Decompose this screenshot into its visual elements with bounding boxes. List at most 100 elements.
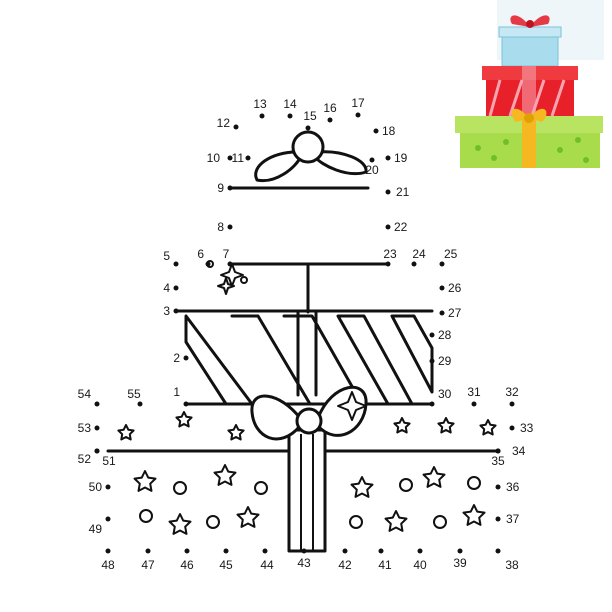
- dot-marker[interactable]: [385, 224, 391, 230]
- dot-marker[interactable]: [385, 155, 391, 161]
- dot-marker[interactable]: [105, 548, 111, 554]
- dot-point-21[interactable]: 21: [385, 185, 410, 199]
- dot-point-14[interactable]: 14: [283, 97, 297, 119]
- dot-point-43[interactable]: 43: [297, 548, 311, 571]
- dot-point-10[interactable]: 10: [207, 151, 233, 165]
- dot-marker[interactable]: [439, 261, 445, 267]
- dot-point-25[interactable]: 25: [439, 247, 458, 267]
- dot-point-31[interactable]: 31: [467, 385, 481, 407]
- dot-point-17[interactable]: 17: [351, 96, 365, 118]
- dot-marker[interactable]: [205, 261, 211, 267]
- dot-point-42[interactable]: 42: [338, 548, 352, 573]
- dot-marker[interactable]: [227, 185, 233, 191]
- dot-point-19[interactable]: 19: [385, 151, 408, 165]
- dot-marker[interactable]: [495, 548, 501, 554]
- dot-marker[interactable]: [94, 401, 100, 407]
- dot-marker[interactable]: [184, 548, 190, 554]
- dot-marker[interactable]: [457, 548, 463, 554]
- dot-point-16[interactable]: 16: [323, 101, 337, 123]
- dot-marker[interactable]: [287, 113, 293, 119]
- dot-point-46[interactable]: 46: [180, 548, 194, 573]
- dot-marker[interactable]: [509, 401, 515, 407]
- dot-point-54[interactable]: 54: [78, 387, 100, 407]
- dot-marker[interactable]: [471, 401, 477, 407]
- dot-point-8[interactable]: 8: [217, 220, 233, 234]
- dot-marker[interactable]: [439, 310, 445, 316]
- dot-point-29[interactable]: 29: [429, 354, 452, 368]
- dot-marker[interactable]: [373, 128, 379, 134]
- dot-point-20[interactable]: 20: [365, 157, 379, 178]
- dot-point-28[interactable]: 28: [429, 328, 452, 342]
- dot-point-52[interactable]: 52: [78, 448, 100, 467]
- dot-marker[interactable]: [429, 332, 435, 338]
- dot-marker[interactable]: [183, 401, 189, 407]
- dot-point-41[interactable]: 41: [378, 548, 392, 573]
- dot-point-2[interactable]: 2: [173, 351, 189, 365]
- dot-point-36[interactable]: 36: [495, 480, 520, 494]
- dot-point-40[interactable]: 40: [413, 548, 427, 573]
- dot-point-13[interactable]: 13: [253, 97, 267, 119]
- dot-marker[interactable]: [385, 189, 391, 195]
- dot-point-9[interactable]: 9: [217, 181, 233, 195]
- dot-marker[interactable]: [417, 548, 423, 554]
- dot-marker[interactable]: [411, 261, 417, 267]
- dot-marker[interactable]: [378, 548, 384, 554]
- dot-marker[interactable]: [495, 516, 501, 522]
- dot-point-27[interactable]: 27: [439, 306, 462, 320]
- dot-marker[interactable]: [105, 484, 111, 490]
- dot-point-15[interactable]: 15: [303, 109, 317, 131]
- dot-marker[interactable]: [305, 125, 311, 131]
- dot-marker[interactable]: [342, 548, 348, 554]
- dot-point-22[interactable]: 22: [385, 220, 408, 234]
- dot-point-11[interactable]: 11: [232, 151, 251, 165]
- dot-point-26[interactable]: 26: [439, 281, 462, 295]
- dot-point-6[interactable]: 6: [197, 247, 211, 267]
- dot-point-55[interactable]: 55: [127, 387, 143, 407]
- dot-point-47[interactable]: 47: [141, 548, 155, 573]
- dot-point-37[interactable]: 37: [495, 512, 520, 526]
- dot-point-50[interactable]: 50: [89, 480, 111, 494]
- dot-marker[interactable]: [173, 285, 179, 291]
- dot-marker[interactable]: [145, 548, 151, 554]
- dot-marker[interactable]: [262, 548, 268, 554]
- dot-marker[interactable]: [385, 261, 391, 267]
- dot-marker[interactable]: [223, 548, 229, 554]
- dot-point-39[interactable]: 39: [453, 548, 467, 571]
- dot-point-32[interactable]: 32: [505, 385, 519, 407]
- dot-point-5[interactable]: 5: [163, 249, 179, 267]
- dot-marker[interactable]: [137, 401, 143, 407]
- dot-point-49[interactable]: 49: [89, 516, 111, 537]
- dot-marker[interactable]: [495, 484, 501, 490]
- dot-marker[interactable]: [233, 124, 239, 130]
- dot-point-38[interactable]: 38: [495, 548, 519, 573]
- dot-point-45[interactable]: 45: [219, 548, 233, 573]
- dot-marker[interactable]: [183, 355, 189, 361]
- dot-point-35[interactable]: 35: [491, 448, 505, 469]
- dot-marker[interactable]: [429, 358, 435, 364]
- dot-marker[interactable]: [227, 261, 233, 267]
- dot-marker[interactable]: [94, 448, 100, 454]
- dot-marker[interactable]: [259, 113, 265, 119]
- dot-point-12[interactable]: 12: [217, 116, 239, 130]
- dot-marker[interactable]: [495, 448, 501, 454]
- dot-point-4[interactable]: 4: [163, 281, 179, 295]
- dot-point-1[interactable]: 1: [173, 385, 189, 407]
- dot-point-30[interactable]: 30: [429, 387, 452, 407]
- dot-point-53[interactable]: 53: [78, 421, 100, 435]
- dot-point-24[interactable]: 24: [411, 247, 426, 267]
- dot-marker[interactable]: [227, 155, 233, 161]
- dot-point-3[interactable]: 3: [163, 304, 179, 318]
- dot-marker[interactable]: [105, 516, 111, 522]
- dot-marker[interactable]: [429, 401, 435, 407]
- dot-marker[interactable]: [327, 117, 333, 123]
- dot-marker[interactable]: [173, 261, 179, 267]
- dot-point-23[interactable]: 23: [383, 247, 397, 267]
- dot-point-7[interactable]: 7: [223, 247, 233, 267]
- dot-marker[interactable]: [439, 285, 445, 291]
- dot-marker[interactable]: [301, 548, 307, 554]
- dot-point-44[interactable]: 44: [260, 548, 274, 573]
- dot-marker[interactable]: [509, 425, 515, 431]
- dot-point-18[interactable]: 18: [373, 124, 396, 138]
- dot-point-48[interactable]: 48: [101, 548, 115, 573]
- dot-marker[interactable]: [173, 308, 179, 314]
